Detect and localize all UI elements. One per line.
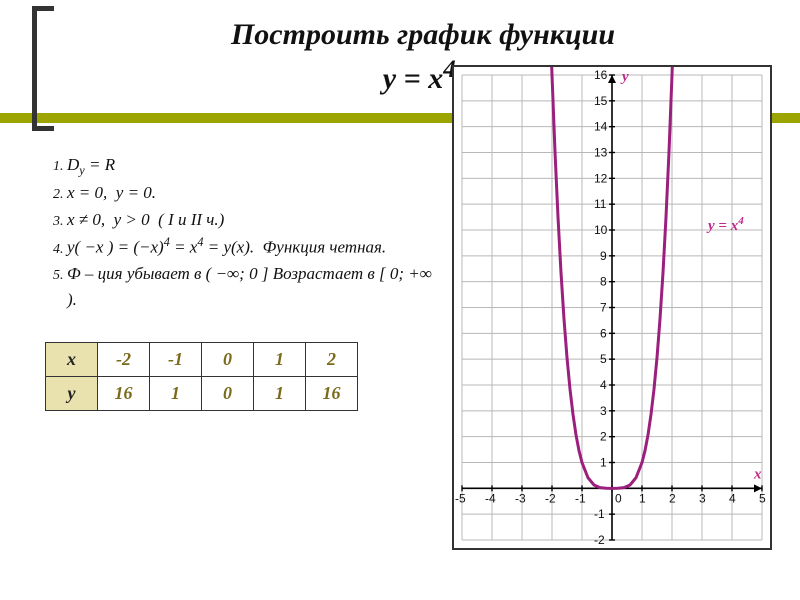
- table-cell: 1: [150, 376, 202, 410]
- property-item: Ф – ция убывает в ( −∞; 0 ] Возрастает в…: [67, 261, 444, 314]
- table-row: y 16 1 0 1 16: [46, 376, 358, 410]
- table-row: x -2 -1 0 1 2: [46, 342, 358, 376]
- svg-text:3: 3: [699, 491, 706, 505]
- value-table: x -2 -1 0 1 2 y 16 1 0 1 16: [45, 342, 358, 411]
- svg-text:11: 11: [594, 197, 607, 211]
- svg-text:0: 0: [615, 491, 622, 505]
- svg-text:-3: -3: [515, 491, 526, 505]
- table-cell: -1: [150, 342, 202, 376]
- svg-text:16: 16: [594, 68, 608, 82]
- function-chart: -5-4-3-2-1012345-2-112345678910111213141…: [454, 67, 770, 548]
- svg-text:y = x4: y = x4: [706, 215, 744, 234]
- table-cell: 16: [98, 376, 150, 410]
- table-cell: 1: [254, 342, 306, 376]
- svg-text:2: 2: [669, 491, 676, 505]
- title-bracket: [32, 6, 54, 131]
- svg-text:15: 15: [594, 94, 608, 108]
- svg-text:y: y: [620, 69, 629, 85]
- property-item: Dy = R: [67, 152, 444, 180]
- property-item: y( −x ) = (−x)4 = x4 = y(x). Функция чет…: [67, 233, 444, 261]
- table-cell: 16: [306, 376, 358, 410]
- table-cell: -2: [98, 342, 150, 376]
- table-header-y: y: [46, 376, 98, 410]
- svg-text:-1: -1: [575, 491, 586, 505]
- left-column: Dy = Rx = 0, y = 0.x ≠ 0, y > 0 ( I и II…: [30, 152, 444, 411]
- table-cell: 2: [306, 342, 358, 376]
- svg-text:-2: -2: [545, 491, 556, 505]
- svg-text:1: 1: [639, 491, 646, 505]
- property-item: x = 0, y = 0.: [67, 180, 444, 206]
- title-line-1: Построить график функции: [231, 18, 615, 51]
- chart-container: -5-4-3-2-1012345-2-112345678910111213141…: [452, 65, 772, 550]
- svg-text:7: 7: [600, 301, 607, 315]
- table-cell: 1: [254, 376, 306, 410]
- svg-text:14: 14: [594, 120, 608, 134]
- table-header-x: x: [46, 342, 98, 376]
- slide: Построить график функции y = x4. Dy = Rx…: [0, 0, 800, 600]
- svg-text:1: 1: [600, 456, 607, 470]
- svg-text:4: 4: [600, 378, 607, 392]
- svg-text:13: 13: [594, 146, 608, 160]
- svg-text:10: 10: [594, 223, 608, 237]
- svg-text:6: 6: [600, 326, 607, 340]
- svg-text:3: 3: [600, 404, 607, 418]
- svg-text:-4: -4: [485, 491, 496, 505]
- svg-text:-1: -1: [594, 507, 605, 521]
- table-cell: 0: [202, 342, 254, 376]
- property-item: x ≠ 0, y > 0 ( I и II ч.): [67, 207, 444, 233]
- table-cell: 0: [202, 376, 254, 410]
- svg-text:x: x: [753, 466, 762, 482]
- svg-text:4: 4: [729, 491, 736, 505]
- svg-text:5: 5: [600, 352, 607, 366]
- svg-text:2: 2: [600, 430, 607, 444]
- svg-text:9: 9: [600, 249, 607, 263]
- svg-text:12: 12: [594, 171, 608, 185]
- svg-text:-5: -5: [455, 491, 466, 505]
- svg-text:5: 5: [759, 491, 766, 505]
- properties-list: Dy = Rx = 0, y = 0.x ≠ 0, y > 0 ( I и II…: [45, 152, 444, 314]
- svg-text:8: 8: [600, 275, 607, 289]
- svg-text:-2: -2: [594, 533, 605, 547]
